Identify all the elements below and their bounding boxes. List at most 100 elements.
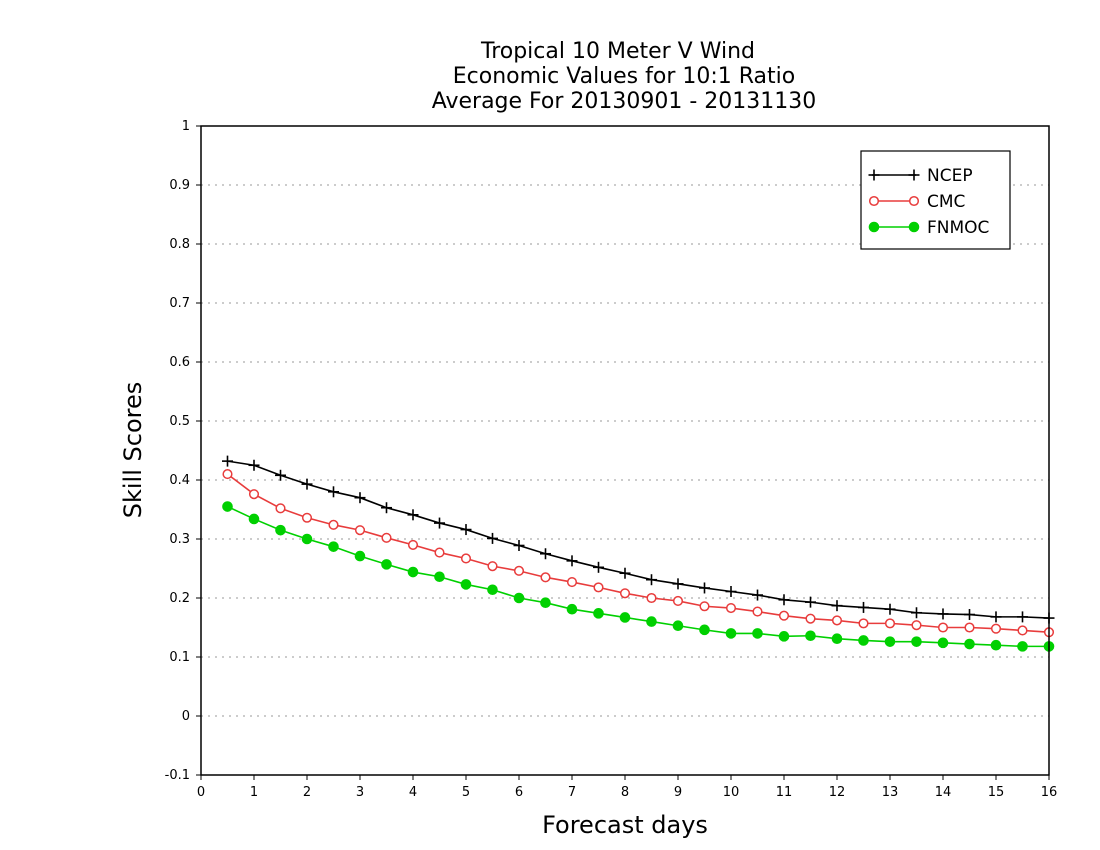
- legend-marker-ncep: [868, 169, 880, 181]
- x-tick-label: 13: [882, 785, 899, 800]
- y-tick-label: 0.8: [169, 237, 190, 252]
- data-point-cmc: [858, 618, 869, 629]
- data-point-cmc: [646, 592, 657, 604]
- y-tick-label: 0.7: [169, 296, 190, 311]
- data-point-ncep: [619, 567, 631, 579]
- data-point-fnmoc: [646, 616, 657, 627]
- data-point-fnmoc: [778, 631, 790, 642]
- y-tick-label: 0.5: [169, 414, 190, 429]
- data-point-fnmoc: [354, 550, 366, 562]
- data-point-cmc: [248, 489, 260, 500]
- data-point-fnmoc: [540, 597, 551, 609]
- y-tick-label: 1: [182, 119, 190, 134]
- y-tick-label: 0: [182, 709, 190, 724]
- x-tick-label: 6: [515, 785, 523, 800]
- data-point-ncep: [990, 611, 1002, 623]
- data-point-fnmoc: [328, 541, 339, 552]
- x-tick-label: 12: [829, 785, 846, 800]
- data-point-ncep: [354, 492, 366, 504]
- data-point-ncep: [381, 502, 392, 514]
- x-tick-label: 8: [621, 785, 629, 800]
- data-point-cmc: [540, 572, 551, 583]
- data-point-ncep: [778, 594, 790, 606]
- data-point-fnmoc: [911, 636, 922, 647]
- data-point-fnmoc: [381, 559, 392, 570]
- data-point-ncep: [434, 517, 445, 529]
- data-point-ncep: [1017, 611, 1028, 623]
- title-line-2: Economic Values for 10:1 Ratio: [453, 64, 795, 89]
- legend: NCEP CMC FNMOC: [860, 150, 1011, 250]
- y-tick-label: -0.1: [165, 768, 190, 783]
- data-point-ncep: [487, 532, 498, 544]
- data-point-fnmoc: [699, 624, 710, 636]
- data-point-ncep: [831, 600, 843, 612]
- data-point-fnmoc: [964, 638, 975, 650]
- data-point-fnmoc: [460, 579, 472, 590]
- data-point-cmc: [275, 503, 286, 514]
- legend-marker-cmc: [868, 195, 880, 207]
- data-point-cmc: [1017, 625, 1028, 636]
- y-axis-label: Skill Scores: [119, 382, 147, 519]
- data-point-ncep: [513, 539, 525, 551]
- data-point-cmc: [619, 588, 631, 599]
- data-point-ncep: [672, 578, 684, 590]
- data-point-cmc: [778, 610, 790, 621]
- x-tick-label: 2: [303, 785, 311, 800]
- data-point-cmc: [328, 519, 339, 530]
- data-point-fnmoc: [301, 533, 313, 545]
- data-point-cmc: [487, 561, 498, 572]
- x-axis: 0 1 2 3 4 5 6 7 8 9 10 11 12 13 14 15 16: [197, 775, 1057, 800]
- grid: [201, 184, 1049, 717]
- x-tick-label: 16: [1041, 785, 1058, 800]
- data-point-cmc: [381, 532, 392, 543]
- series-layer: [222, 455, 1055, 652]
- data-point-fnmoc: [725, 628, 737, 639]
- data-point-cmc: [460, 553, 472, 564]
- x-tick-label: 10: [723, 785, 740, 800]
- series-line-ncep: [227, 460, 1050, 619]
- data-point-fnmoc: [593, 608, 604, 619]
- data-point-cmc: [911, 620, 922, 631]
- data-point-cmc: [937, 622, 949, 633]
- data-point-fnmoc: [407, 566, 419, 578]
- legend-box: [860, 150, 1011, 250]
- data-point-fnmoc: [222, 501, 233, 512]
- data-point-ncep: [937, 608, 949, 620]
- legend-item-ncep: NCEP: [868, 166, 973, 186]
- series-ncep: [222, 455, 1055, 624]
- x-tick-label: 4: [409, 785, 417, 800]
- data-point-cmc: [964, 622, 975, 633]
- data-point-ncep: [646, 574, 657, 586]
- data-point-cmc: [301, 512, 313, 523]
- legend-item-cmc: CMC: [868, 192, 965, 212]
- data-point-ncep: [222, 455, 233, 467]
- data-point-ncep: [275, 469, 286, 481]
- x-tick-label: 15: [988, 785, 1005, 800]
- x-tick-label: 14: [935, 785, 952, 800]
- x-tick-label: 0: [197, 785, 205, 800]
- y-tick-label: 0.2: [169, 591, 190, 606]
- y-tick-label: 0.1: [169, 650, 190, 665]
- data-point-ncep: [805, 596, 816, 608]
- data-point-fnmoc: [434, 571, 445, 583]
- title-line-3: Average For 20130901 - 20131130: [432, 89, 817, 114]
- legend-marker-ncep: [908, 169, 920, 181]
- x-tick-label: 1: [250, 785, 258, 800]
- data-point-fnmoc: [487, 584, 498, 596]
- legend-label-cmc: CMC: [927, 192, 965, 212]
- data-point-cmc: [884, 618, 896, 629]
- data-point-fnmoc: [884, 636, 896, 647]
- legend-item-fnmoc: FNMOC: [868, 218, 989, 238]
- data-point-ncep: [884, 603, 896, 615]
- x-tick-label: 11: [776, 785, 793, 800]
- legend-marker-cmc: [908, 195, 920, 207]
- data-point-ncep: [699, 582, 710, 594]
- data-point-cmc: [593, 582, 604, 593]
- data-point-fnmoc: [248, 513, 260, 525]
- data-point-cmc: [222, 469, 233, 480]
- series-fnmoc: [222, 501, 1055, 652]
- data-point-cmc: [407, 539, 419, 550]
- data-point-cmc: [513, 565, 525, 576]
- data-point-ncep: [566, 555, 578, 567]
